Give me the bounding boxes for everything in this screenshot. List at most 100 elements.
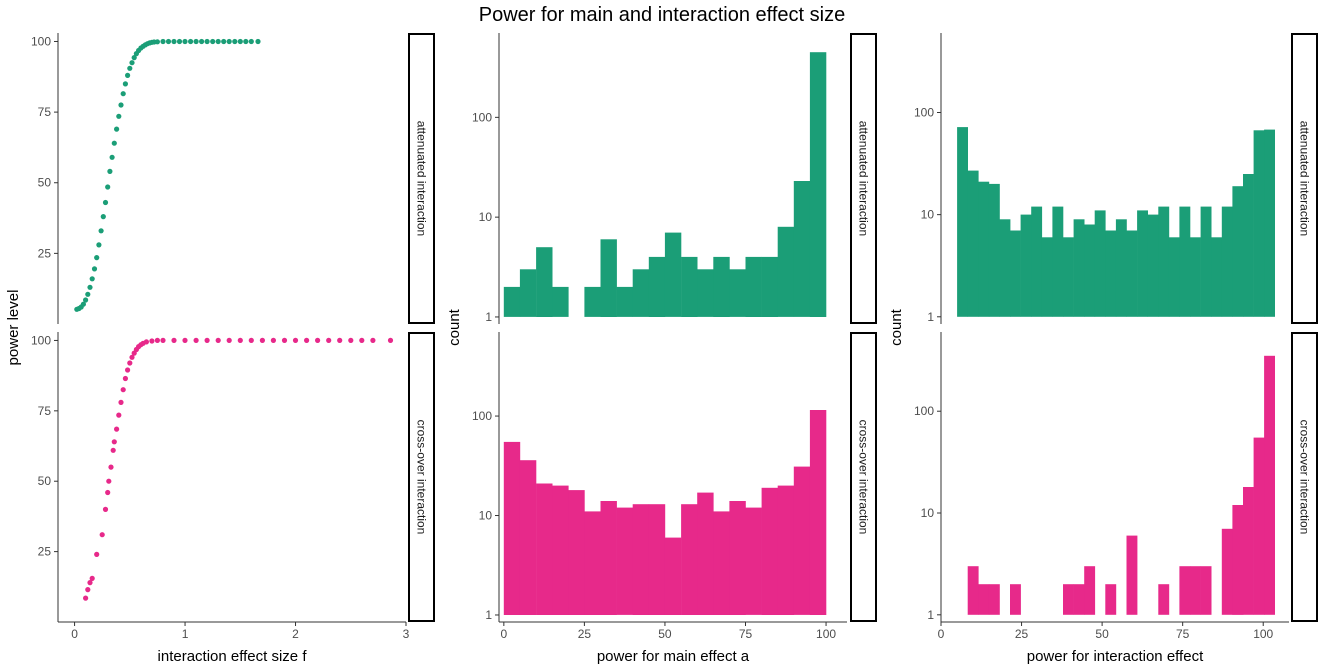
data-point [122,375,128,382]
y-tick-label: 1 [485,310,492,324]
histogram-bar [1232,505,1244,615]
histogram-bar [1115,219,1127,317]
data-point [118,399,124,405]
hist-main-panel-2: 1 10 100 0 25 50 75 100 cross-over interaction [472,332,877,641]
hist-int-panel-1: 1 10 100 attenuated interaction [914,33,1318,324]
data-point [106,478,112,484]
histogram-bar [1094,210,1106,317]
data-point [182,38,188,45]
histogram-bar [632,504,650,615]
data-point [105,184,111,190]
histogram-bar [1073,584,1085,615]
y-tick-label: 1 [927,310,934,324]
y-tick-label: 10 [921,506,935,520]
histogram-bar [648,256,666,317]
data-point [99,532,105,538]
data-point [109,154,115,160]
histogram-bar [1158,584,1170,615]
facet-strip [850,33,877,324]
facet-strip [408,332,435,622]
y-tick-label: 100 [31,333,51,347]
data-point [304,337,310,343]
facet-strip-label: cross-over interaction [1298,420,1312,535]
histogram-bar [999,219,1011,317]
data-point [129,354,135,360]
data-point [154,337,160,343]
histogram-bar [988,183,1000,317]
data-point [226,38,232,45]
histogram-bar [1232,186,1244,317]
data-point [127,360,133,366]
data-point [89,575,95,582]
histogram-bar [1063,237,1074,317]
y-tick-label: 100 [472,409,492,423]
y-tick-label: 50 [38,474,52,488]
histogram-bar [1179,566,1191,615]
x-tick-label: 2 [292,627,299,641]
y-tick-label: 10 [921,208,935,222]
histogram-bar [664,232,682,317]
y-axis-label: power level [5,290,22,366]
histogram-bar [957,127,968,317]
histogram-bar [1168,237,1180,317]
histogram-bar [600,239,617,317]
data-point [111,140,117,146]
data-point [127,65,133,71]
histogram-bar [1221,528,1233,615]
data-point [120,387,126,393]
histogram-bar [1126,535,1138,615]
histogram-bar [978,584,990,615]
facet-strip [408,33,435,324]
histogram-bar [729,501,746,615]
data-point [281,337,288,343]
data-point [165,38,172,45]
data-point [111,439,117,445]
histogram-bar [681,504,698,615]
facet-strip-label: attenuated interaction [857,121,871,236]
histogram-bar [681,256,698,317]
histogram-bar [1020,214,1032,317]
histogram-bar [777,485,795,615]
histogram-bar [1126,230,1138,317]
facet-strip [850,332,877,622]
histogram-bar [967,170,979,317]
y-tick-label: 25 [38,545,52,559]
data-point [96,242,102,248]
x-tick-label: 50 [658,627,672,641]
x-tick-label: 25 [578,627,592,641]
data-point [87,284,93,290]
histogram-bar [713,256,730,317]
histogram-bar [1243,174,1254,317]
data-point [100,214,106,220]
y-tick-label: 75 [38,404,52,418]
data-point [176,38,183,45]
histogram-bar [664,537,682,615]
histogram-bar [1264,129,1275,317]
data-point [131,55,137,61]
y-tick-label: 100 [472,110,492,124]
data-point [243,38,249,45]
data-point [149,338,155,344]
data-point [199,38,205,45]
histogram-bar [1179,206,1191,317]
data-point [91,266,98,272]
data-point [122,81,128,87]
facet-strip [1291,332,1318,622]
data-point [370,337,376,343]
y-tick-label: 100 [914,105,934,119]
data-point [232,38,238,45]
histogram-bar [616,507,633,615]
data-point [107,168,113,174]
facet-strip-label: cross-over interaction [857,420,871,535]
data-point [259,337,265,343]
data-point [204,337,210,343]
y-tick-label: 50 [38,176,52,190]
x-tick-label: 25 [1015,627,1029,641]
data-point [114,426,120,432]
chart-title: Power for main and interaction effect si… [479,4,845,26]
y-tick-label: 1 [927,608,934,622]
y-tick-label: 10 [479,210,493,224]
histogram-bar [978,181,990,317]
x-tick-label: 0 [71,627,78,641]
